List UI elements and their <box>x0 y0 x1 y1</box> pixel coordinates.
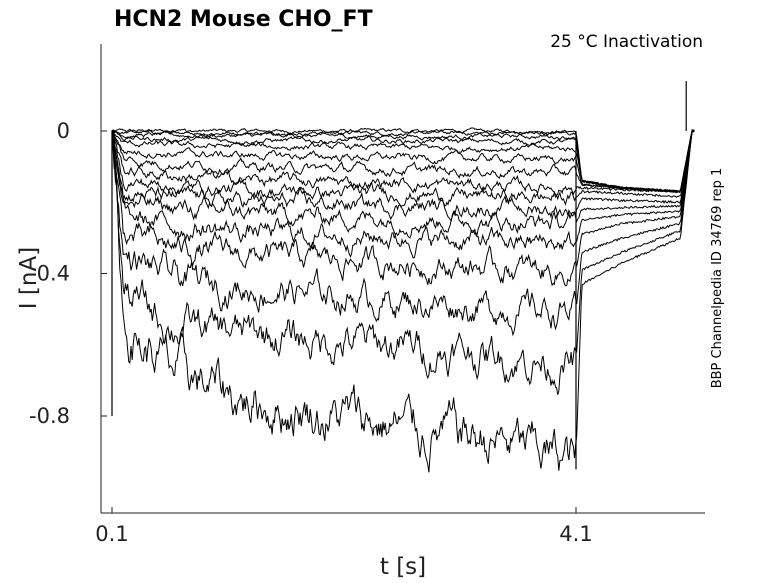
trace-group <box>111 81 695 473</box>
x-tick-label: 0.1 <box>95 522 128 546</box>
current-trace <box>111 130 695 208</box>
side-id-label: BBP Channelpedia ID 34769 rep 1 <box>710 168 725 389</box>
y-tick-label: 0 <box>57 119 70 143</box>
current-trace <box>111 129 695 196</box>
x-axis-label: t [s] <box>380 554 426 580</box>
current-trace <box>111 129 695 337</box>
x-tick-label: 4.1 <box>559 522 592 546</box>
y-tick-label: -0.4 <box>29 262 70 286</box>
y-tick-group: 0 -0.4 -0.8 <box>29 119 107 428</box>
x-tick-group: 0.1 4.1 <box>95 507 593 546</box>
current-trace <box>111 129 695 194</box>
current-trace <box>111 129 695 259</box>
current-trace <box>111 130 695 239</box>
current-trace <box>111 129 695 193</box>
current-trace <box>111 130 695 395</box>
y-axis-label: I [nA] <box>16 247 42 309</box>
chart-title: HCN2 Mouse CHO_FT <box>114 7 373 32</box>
current-trace <box>111 129 695 287</box>
chart-subtitle: 25 °C Inactivation <box>550 32 703 52</box>
current-trace <box>111 129 695 193</box>
current-trace <box>111 129 695 222</box>
current-trace <box>111 129 695 473</box>
y-tick-label: -0.8 <box>29 404 70 428</box>
